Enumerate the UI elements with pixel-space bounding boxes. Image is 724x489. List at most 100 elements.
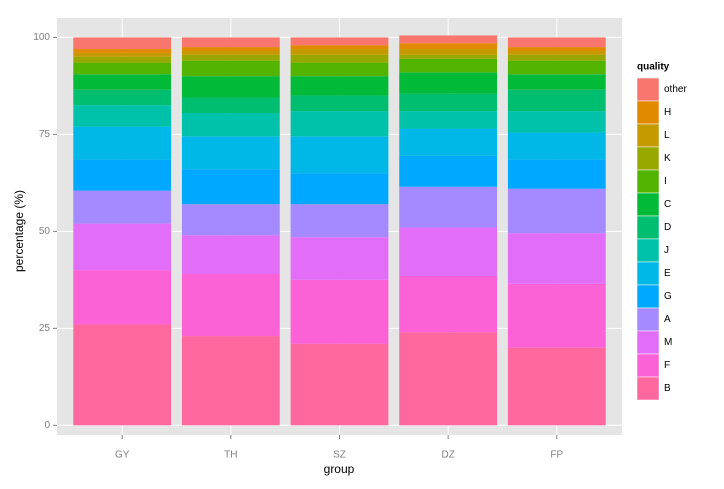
bar-segment — [181, 76, 280, 98]
bar-segment — [290, 343, 389, 426]
legend-swatch — [636, 215, 660, 240]
bar-segment — [73, 62, 172, 75]
bar-segment — [181, 54, 280, 61]
bar-segment — [399, 332, 498, 426]
bar-segment — [290, 111, 389, 137]
legend-swatch — [636, 146, 660, 171]
bar-segment — [399, 155, 498, 187]
bar-segment — [507, 347, 606, 426]
bar-segment — [290, 76, 389, 96]
bar-segment — [399, 72, 498, 94]
bar-segment — [290, 279, 389, 344]
bar-segment — [399, 128, 498, 156]
bar-segment — [507, 188, 606, 234]
bar-segment — [290, 45, 389, 50]
bar-segment — [399, 186, 498, 228]
legend-label: M — [664, 337, 672, 348]
bar-segment — [290, 62, 389, 77]
bar-segment — [73, 126, 172, 160]
bar-segment — [507, 233, 606, 284]
bar-segment — [399, 111, 498, 129]
bar-segment — [73, 324, 172, 426]
bar-segment — [181, 97, 280, 114]
bar-segment — [181, 336, 280, 426]
legend-label: E — [664, 268, 671, 279]
bar-segment — [73, 223, 172, 271]
bar-segment — [290, 237, 389, 280]
bar-segment — [507, 60, 606, 75]
bar-segment — [181, 60, 280, 77]
legend-label: D — [664, 222, 671, 233]
legend-swatch — [636, 123, 660, 148]
bar-segment — [73, 159, 172, 191]
legend-swatch — [636, 353, 660, 378]
bar-segment — [181, 50, 280, 55]
legend-label: J — [664, 245, 669, 256]
legend-label: I — [664, 176, 667, 187]
legend-label: other — [664, 84, 687, 95]
bar-segment — [399, 49, 498, 55]
y-tick-label: 50 — [39, 226, 51, 237]
legend-label: B — [664, 383, 671, 394]
legend-swatch — [636, 330, 660, 355]
bar-segment — [73, 190, 172, 224]
bar-segment — [290, 95, 389, 112]
legend-swatch — [636, 77, 660, 102]
bar-segment — [399, 227, 498, 276]
y-axis-title: percentage (%) — [12, 190, 26, 272]
legend-label: G — [664, 291, 672, 302]
bar-segment — [507, 283, 606, 348]
bar-segment — [507, 54, 606, 61]
bar-segment — [290, 204, 389, 238]
bar-segment — [73, 270, 172, 325]
legend-swatch — [636, 192, 660, 217]
bar-segment — [181, 204, 280, 236]
bar-segment — [181, 37, 280, 48]
bar-segment — [399, 43, 498, 50]
bar-segment — [181, 47, 280, 51]
bar-segment — [181, 235, 280, 275]
bar-segment — [399, 54, 498, 59]
bar-segment — [507, 89, 606, 112]
bar-segment — [73, 56, 172, 63]
legend-swatch — [636, 284, 660, 309]
legend-swatch — [636, 169, 660, 194]
bar-segment — [181, 136, 280, 170]
x-tick-label: FP — [550, 450, 563, 461]
x-tick-label: SZ — [333, 450, 346, 461]
y-tick-label: 0 — [44, 420, 50, 431]
bar-segment — [73, 74, 172, 90]
bar-segment — [399, 58, 498, 73]
bar-segment — [399, 35, 498, 44]
legend-label: A — [664, 314, 671, 325]
bar-segment — [507, 47, 606, 51]
bar-segment — [507, 74, 606, 90]
bar-segment — [73, 89, 172, 106]
bar-segment — [507, 111, 606, 133]
bar-segment — [290, 136, 389, 174]
bar-segment — [399, 93, 498, 112]
x-tick-label: GY — [115, 450, 130, 461]
x-axis-title: group — [324, 462, 355, 476]
legend-label: C — [664, 199, 671, 210]
bar-segment — [73, 105, 172, 127]
bar-segment — [290, 173, 389, 205]
bar-segment — [181, 169, 280, 205]
bar-segment — [507, 132, 606, 160]
bar-segment — [290, 37, 389, 46]
y-tick-label: 100 — [33, 32, 50, 43]
x-tick-label: DZ — [441, 450, 454, 461]
legend-swatch — [636, 261, 660, 286]
bar-segment — [73, 49, 172, 53]
bar-segment — [507, 159, 606, 189]
legend-swatch — [636, 307, 660, 332]
y-tick-label: 75 — [39, 129, 51, 140]
legend-label: F — [664, 360, 670, 371]
x-tick-label: TH — [224, 450, 237, 461]
bar-segment — [507, 37, 606, 48]
bar-segment — [290, 54, 389, 63]
bar-segment — [507, 50, 606, 55]
legend-label: H — [664, 107, 671, 118]
bar-segment — [290, 49, 389, 55]
